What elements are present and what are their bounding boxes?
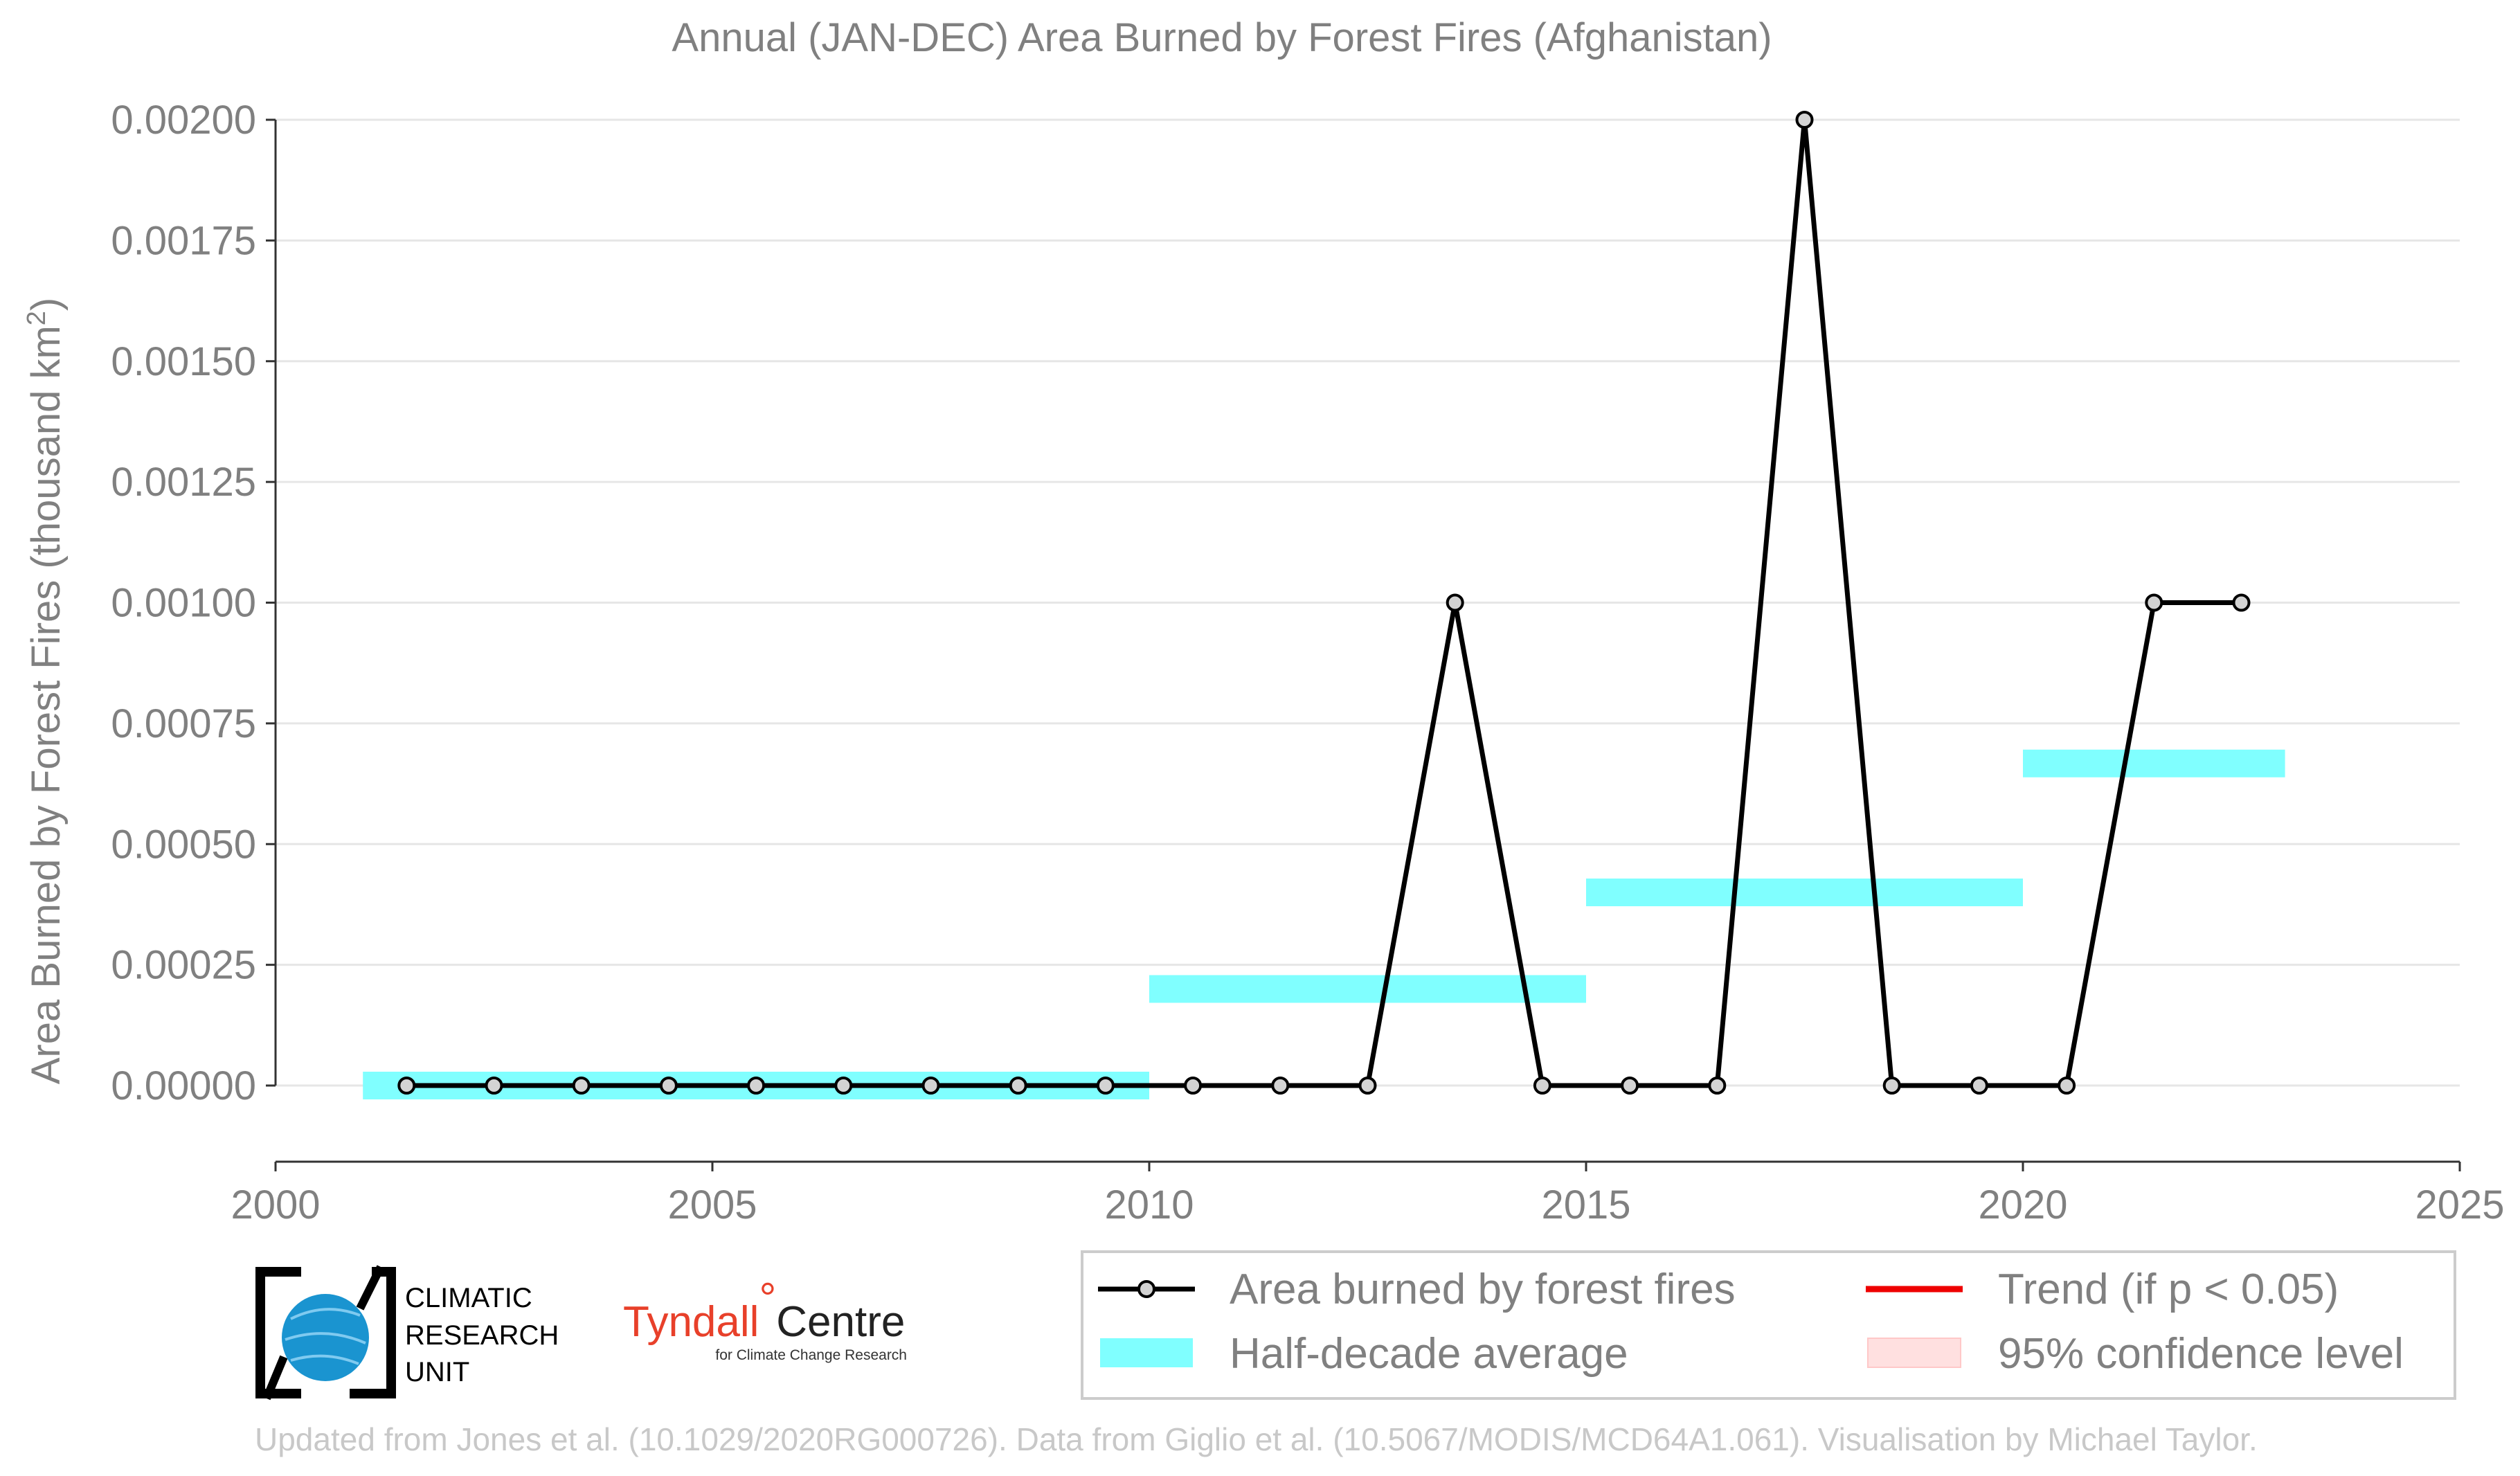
half-decade-band <box>1586 879 2023 906</box>
cru-logo: CLIMATIC RESEARCH UNIT <box>255 1265 559 1401</box>
legend-swatch-confidence <box>1867 1338 1961 1368</box>
data-point <box>1970 1077 1988 1095</box>
x-tick-label: 2005 <box>667 1182 757 1227</box>
cru-logo-slash <box>262 1265 385 1401</box>
data-point <box>1621 1077 1639 1095</box>
cru-logo-text-line3: UNIT <box>405 1357 469 1387</box>
y-tick-label: 0.00050 <box>111 822 256 867</box>
series-area-burned <box>397 111 2251 1095</box>
data-point <box>2058 1077 2076 1095</box>
tyndall-logo-subtitle: for Climate Change Research <box>715 1347 907 1363</box>
data-point <box>1446 593 1464 612</box>
legend-label-trend: Trend (if p < 0.05) <box>1998 1266 2339 1313</box>
data-point <box>834 1077 853 1095</box>
y-axis-label: Area Burned by Forest Fires (thousand km… <box>22 298 69 1085</box>
chart-title: Annual (JAN-DEC) Area Burned by Forest F… <box>672 15 1772 60</box>
tyndall-logo-title: Tyndall°Centre <box>623 1275 905 1347</box>
data-point <box>2145 593 2163 612</box>
y-axis-label-main: Area Burned by Forest Fires (thousand km <box>24 325 69 1084</box>
data-point <box>1533 1077 1551 1095</box>
x-tick-label: 2000 <box>231 1182 320 1227</box>
y-tick-label: 0.00100 <box>111 581 256 626</box>
data-point <box>1184 1077 1203 1095</box>
data-point <box>2232 593 2251 612</box>
x-tick-label: 2025 <box>2415 1182 2504 1227</box>
series-line <box>406 119 2242 1088</box>
data-point <box>1271 1077 1290 1095</box>
data-point <box>1882 1077 1901 1095</box>
data-point <box>1358 1077 1377 1095</box>
data-point <box>1009 1077 1027 1095</box>
legend-marker-area-burned <box>1137 1280 1155 1298</box>
legend-swatch-half-decade <box>1100 1338 1193 1367</box>
y-tick-label: 0.00200 <box>111 98 256 143</box>
footer-credits: Updated from Jones et al. (10.1029/2020R… <box>255 1421 2258 1457</box>
y-tick-label: 0.00150 <box>111 339 256 384</box>
data-point <box>1708 1077 1727 1095</box>
x-tick-label: 2015 <box>1541 1182 1630 1227</box>
data-point <box>1795 111 1814 129</box>
legend-label-confidence: 95% confidence level <box>1998 1330 2404 1378</box>
legend-box <box>1081 1250 2456 1400</box>
data-point <box>397 1077 416 1095</box>
y-tick-label: 0.00000 <box>111 1063 256 1108</box>
tyndall-logo-red: Tyndall <box>623 1298 759 1346</box>
cru-logo-text-line2: RESEARCH <box>405 1320 559 1351</box>
y-tick-label: 0.00075 <box>111 701 256 746</box>
data-point <box>659 1077 678 1095</box>
data-point <box>572 1077 591 1095</box>
y-axis-label-superscript: 2 <box>22 311 51 325</box>
data-point <box>1096 1077 1115 1095</box>
globe-icon-detail <box>285 1308 366 1365</box>
data-point <box>921 1077 940 1095</box>
x-tick-label: 2010 <box>1104 1182 1194 1227</box>
tyndall-logo: Tyndall°Centre for Climate Change Resear… <box>623 1275 907 1364</box>
legend: Area burned by forest fires Half-decade … <box>1081 1250 2456 1400</box>
grid-lines <box>276 118 2460 1087</box>
x-tick-label: 2020 <box>1978 1182 2067 1227</box>
data-point <box>485 1077 503 1095</box>
half-decade-bands <box>363 749 2285 1099</box>
half-decade-band <box>2023 749 2285 777</box>
data-point <box>747 1077 766 1095</box>
legend-label-half-decade: Half-decade average <box>1230 1330 1628 1378</box>
half-decade-band <box>1149 975 1586 1003</box>
axes: 0.00000 0.00025 0.00050 0.00075 0.00100 0.001… <box>111 98 2504 1227</box>
legend-label-area-burned: Area burned by forest fires <box>1230 1266 1736 1313</box>
tyndall-logo-degree: ° <box>759 1275 776 1322</box>
y-axis-label-end: ) <box>24 298 69 311</box>
y-tick-label: 0.00025 <box>111 943 256 988</box>
cru-logo-text-line1: CLIMATIC <box>405 1283 532 1313</box>
y-tick-label: 0.00175 <box>111 218 256 263</box>
y-tick-label: 0.00125 <box>111 460 256 505</box>
tyndall-logo-centre: Centre <box>776 1298 905 1346</box>
